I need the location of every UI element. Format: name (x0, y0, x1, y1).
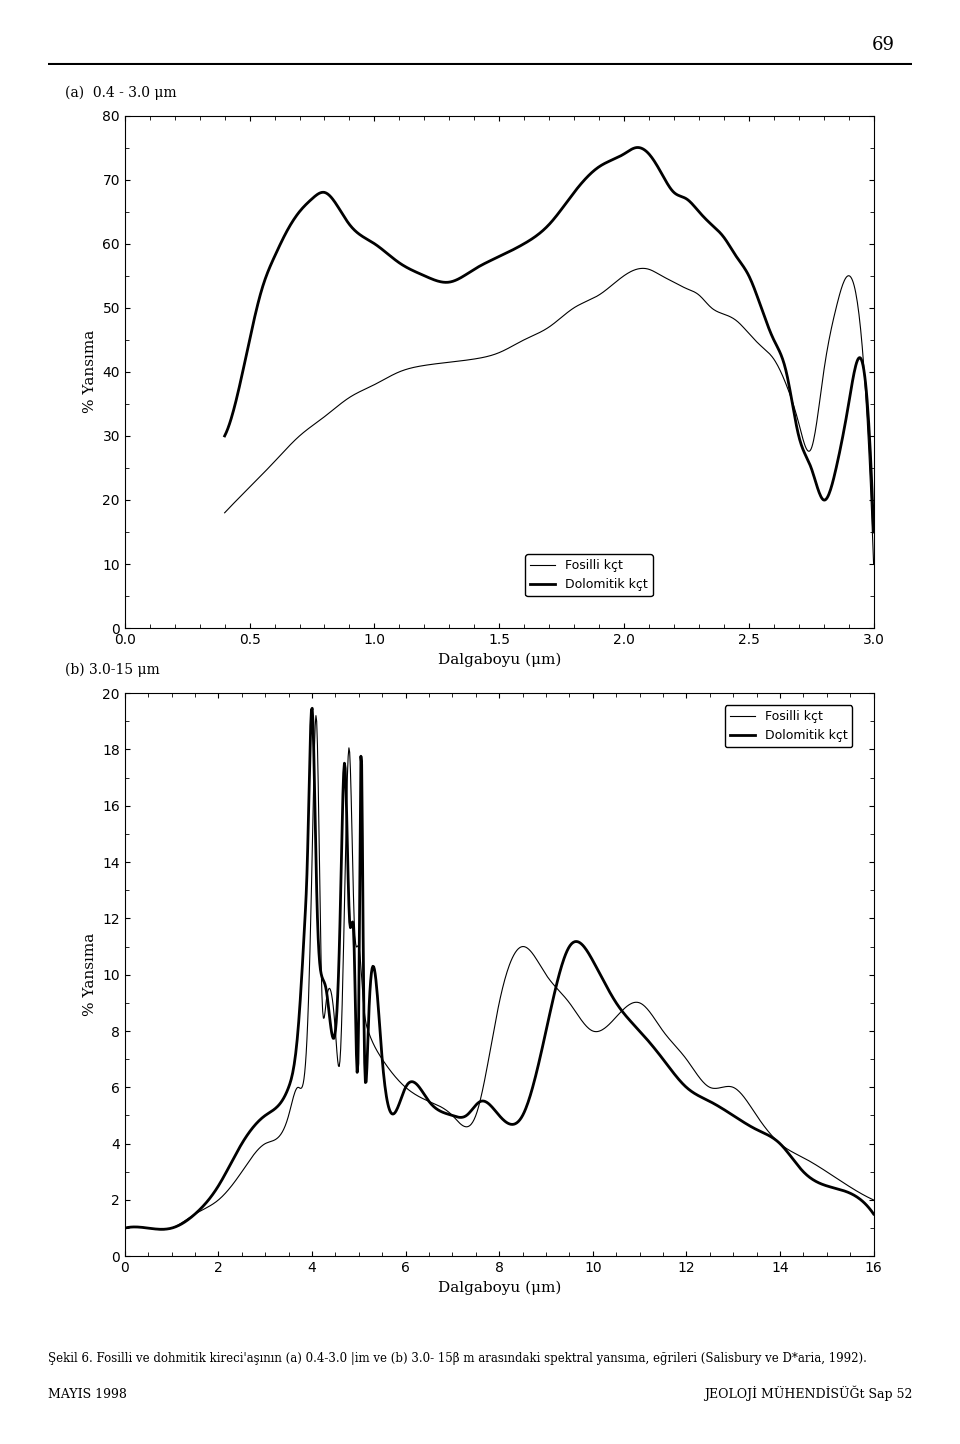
Text: MAYIS 1998: MAYIS 1998 (48, 1388, 127, 1401)
Legend: Fosilli kçt, Dolomitik kçt: Fosilli kçt, Dolomitik kçt (725, 705, 852, 747)
Text: Şekil 6. Fosilli ve dohmitik kireci'aşının (a) 0.4-3.0 |im ve (b) 3.0- 15β m ara: Şekil 6. Fosilli ve dohmitik kireci'aşın… (48, 1352, 867, 1365)
Y-axis label: % Yansıma: % Yansıma (83, 933, 97, 1017)
Text: (b) 3.0-15 μm: (b) 3.0-15 μm (65, 663, 159, 677)
Y-axis label: % Yansıma: % Yansıma (83, 331, 97, 413)
Legend: Fosilli kçt, Dolomitik kçt: Fosilli kçt, Dolomitik kçt (525, 554, 653, 596)
Text: 69: 69 (872, 36, 895, 53)
X-axis label: Dalgaboyu (μm): Dalgaboyu (μm) (438, 653, 561, 667)
Text: JEOLOJİ MÜHENDİSÜĞt Sap 52: JEOLOJİ MÜHENDİSÜĞt Sap 52 (704, 1385, 912, 1401)
Text: (a)  0.4 - 3.0 μm: (a) 0.4 - 3.0 μm (65, 85, 177, 100)
X-axis label: Dalgaboyu (μm): Dalgaboyu (μm) (438, 1281, 561, 1295)
